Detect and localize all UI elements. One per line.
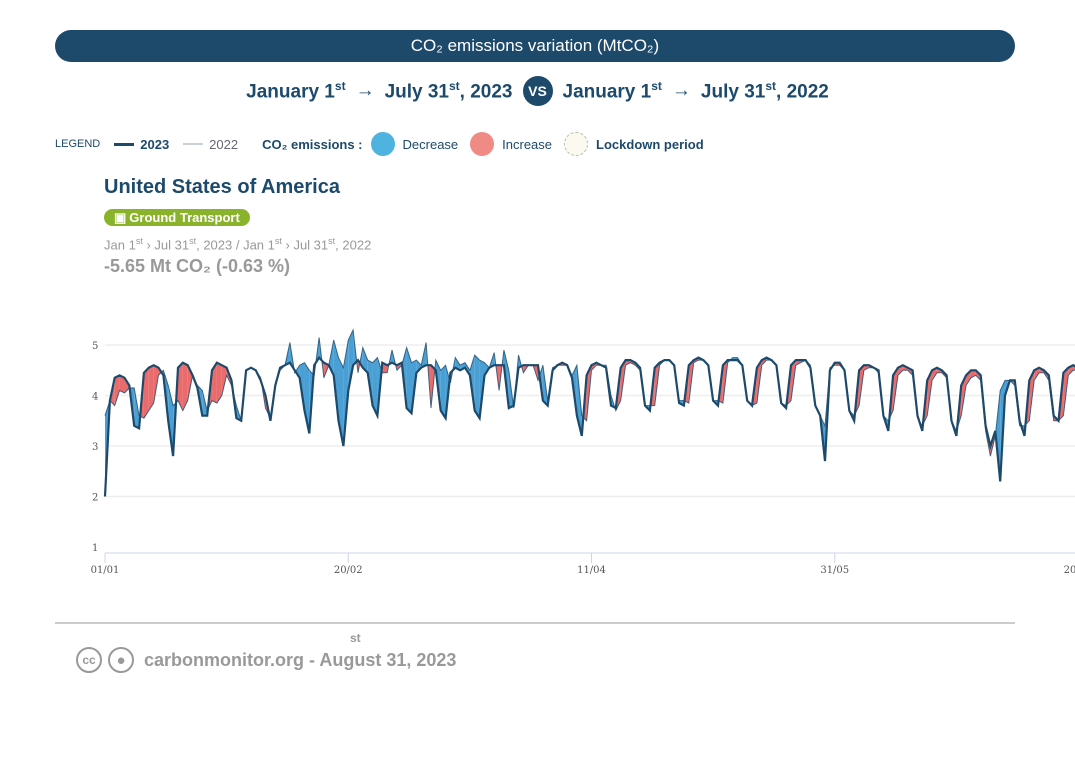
legend-2023: 2023: [140, 136, 170, 152]
legend-2023-swatch: [114, 142, 135, 146]
increase-area: [143, 367, 149, 419]
y-tick-label: 3: [92, 442, 98, 453]
y-tick-label: 5: [92, 341, 98, 352]
decrease-area: [372, 357, 378, 416]
arrow-icon: →: [671, 80, 691, 101]
increase-area: [177, 362, 183, 411]
increase-area: [625, 360, 631, 366]
period-b-end: July 31: [700, 81, 766, 103]
chart-title: CO₂ emissions variation (MtCO₂): [410, 36, 660, 55]
increase-area: [212, 362, 217, 404]
increase-swatch: [470, 132, 495, 156]
decrease-area: [362, 347, 368, 373]
increase-area: [970, 370, 976, 378]
decrease-area: [416, 360, 422, 373]
difference-fill: [105, 329, 1075, 497]
arrow-icon: →: [355, 80, 375, 101]
y-tick-label: 1: [92, 543, 98, 554]
x-tick-label: 20/02: [334, 565, 363, 576]
emissions-chart: 1 2 3 4 5 01/01 20/02 11/04 31/05 20/07: [91, 328, 1075, 576]
increase-area: [795, 360, 801, 366]
decrease-area: [348, 329, 354, 391]
decrease-area: [134, 387, 140, 429]
period-b-start: January 1: [562, 81, 652, 103]
period-a-end: July 31: [384, 81, 449, 103]
legend-increase: Increase: [502, 136, 553, 152]
increase-area: [114, 375, 120, 406]
x-tick-label: 31/05: [820, 565, 849, 576]
increase-area: [216, 362, 222, 404]
legend-2022-swatch: [183, 143, 204, 145]
decrease-area: [455, 357, 461, 371]
decrease-area: [440, 365, 446, 419]
legend-co2-label: CO₂ emissions :: [262, 136, 363, 152]
period-comparison: January 1st → July 31st, 2023 VS January…: [0, 76, 1075, 106]
period-a-start: January 1: [246, 81, 335, 103]
increase-area: [119, 375, 125, 393]
date-range: Jan 1st › Jul 31st, 2023 / Jan 1st › Jul…: [104, 236, 372, 253]
footer-divider: [55, 622, 1015, 624]
legend-label: LEGEND: [55, 138, 101, 150]
decrease-area: [474, 355, 480, 419]
decrease-area: [343, 339, 349, 446]
x-tick-label: 11/04: [577, 565, 606, 576]
increase-area: [182, 362, 188, 411]
y-tick-label: 4: [92, 392, 98, 403]
vs-badge: VS: [522, 76, 553, 106]
footer: cc ● carbonmonitor.org - August 31, 2023: [76, 647, 456, 673]
country-title: United States of America: [104, 176, 340, 198]
legend-lockdown: Lockdown period: [596, 136, 704, 152]
cc-icon: cc: [76, 647, 102, 673]
bus-icon: ▣: [114, 209, 127, 225]
lockdown-swatch: [564, 132, 589, 156]
legend-decrease: Decrease: [402, 136, 459, 152]
increase-area: [148, 365, 154, 411]
increase-area: [221, 365, 227, 396]
sector-badge: ▣ Ground Transport: [104, 209, 250, 226]
legend-2022: 2022: [209, 136, 239, 152]
decrease-area: [406, 347, 412, 414]
decrease-area: [460, 362, 466, 371]
x-tick-label: 20/07: [1064, 565, 1075, 576]
x-tick-label: 01/01: [91, 565, 120, 576]
legend: LEGEND 2023 2022 CO₂ emissions : Decreas…: [55, 132, 704, 156]
emission-delta: -5.65 Mt CO₂ (-0.63 %): [104, 256, 291, 276]
y-tick-label: 2: [92, 493, 98, 504]
decrease-swatch: [370, 132, 395, 156]
footer-text[interactable]: carbonmonitor.org - August 31, 2023: [144, 649, 457, 670]
attribution-icon: ●: [108, 647, 134, 673]
increase-area: [863, 365, 869, 371]
chart-title-bar: CO₂ emissions variation (MtCO₂): [55, 30, 1015, 62]
series-2023-line: [103, 355, 1075, 497]
decrease-area: [168, 385, 174, 457]
